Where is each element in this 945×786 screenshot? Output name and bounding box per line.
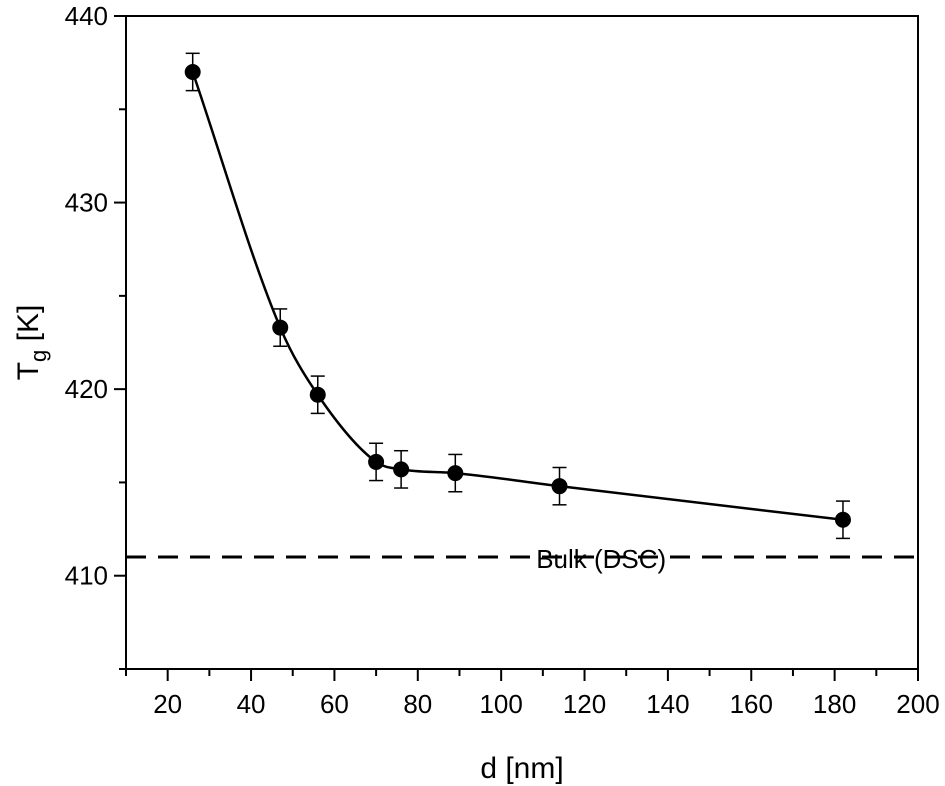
error-bars-layer — [185, 52, 850, 540]
x-tick-label: 20 — [153, 689, 182, 719]
x-tick-label: 120 — [563, 689, 606, 719]
fit-curve-layer — [191, 71, 844, 521]
y-axis-title-symbol: T — [12, 362, 45, 380]
data-point — [272, 319, 289, 336]
x-tick-label: 80 — [403, 689, 432, 719]
x-tick-label: 200 — [896, 689, 939, 719]
x-tick-label: 180 — [813, 689, 856, 719]
y-axis-title-unit: [K] — [12, 305, 45, 350]
x-axis-title: d [nm] — [480, 752, 563, 785]
reference-layer: Bulk (DSC) — [126, 544, 918, 574]
x-tick-label: 60 — [320, 689, 349, 719]
bulk-reference-label: Bulk (DSC) — [536, 544, 666, 574]
y-tick-label: 430 — [65, 188, 108, 218]
data-point — [393, 461, 410, 478]
data-point — [309, 386, 326, 403]
y-axis-title: Tg [K] — [12, 305, 51, 381]
data-points-layer — [184, 63, 851, 528]
data-point — [551, 478, 568, 495]
y-axis-title-subscript: g — [26, 350, 51, 362]
plot-frame — [125, 15, 919, 670]
axis-labels-layer: 20 40 60 80 100 120 140 160 180 200 410 420 430 440 d … — [12, 1, 940, 785]
data-point — [447, 465, 464, 482]
y-tick-label: 440 — [65, 1, 108, 31]
x-tick-label: 140 — [646, 689, 689, 719]
x-tick-label: 40 — [237, 689, 266, 719]
axis-ticks-layer — [114, 15, 919, 681]
data-point — [834, 511, 851, 528]
x-tick-label: 160 — [730, 689, 773, 719]
data-point — [368, 453, 385, 470]
x-tick-label: 100 — [479, 689, 522, 719]
y-tick-label: 410 — [65, 561, 108, 591]
fit-curve — [191, 71, 844, 521]
data-point — [184, 63, 201, 80]
y-tick-label: 420 — [65, 374, 108, 404]
